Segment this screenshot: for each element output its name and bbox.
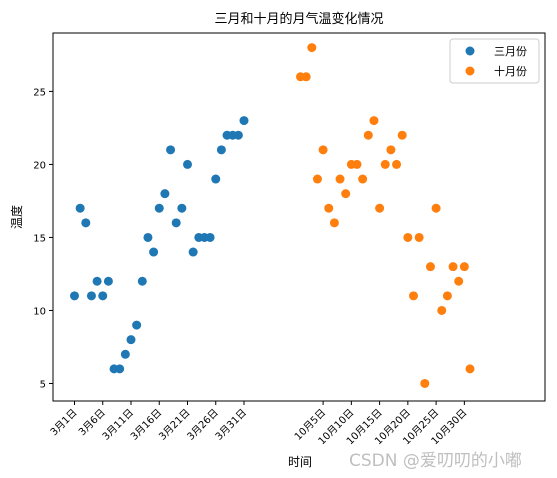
october-point	[454, 276, 464, 286]
legend: 三月份 十月份	[449, 38, 540, 84]
march-point	[149, 247, 159, 257]
october-point	[335, 174, 345, 184]
october-point	[312, 174, 322, 184]
october-point	[437, 305, 447, 315]
october-point	[414, 232, 424, 242]
legend-marker-march	[465, 46, 475, 56]
october-point	[318, 145, 328, 155]
plot-frame	[52, 32, 546, 402]
chart-title: 三月和十月的月气温变化情况	[214, 11, 383, 27]
y-tick-label: 25	[33, 87, 46, 98]
watermark-text: CSDN @爱叨叨的小嘟	[349, 451, 522, 471]
october-point	[380, 159, 390, 169]
october-point	[324, 203, 334, 213]
october-point	[329, 218, 339, 228]
march-point	[154, 203, 164, 213]
legend-label-october: 十月份	[494, 64, 527, 78]
october-point	[392, 159, 402, 169]
x-axis-label: 时间	[288, 455, 312, 469]
y-tick-label: 5	[40, 379, 46, 390]
october-point	[425, 262, 435, 272]
october-point	[307, 43, 317, 53]
y-tick-label: 10	[33, 306, 46, 317]
october-point	[409, 291, 418, 301]
march-point	[188, 247, 198, 257]
october-point	[375, 203, 385, 213]
data-points	[70, 43, 475, 388]
march-point	[103, 276, 113, 286]
legend-marker-october	[465, 66, 475, 76]
march-point	[233, 130, 243, 140]
march-point	[98, 291, 108, 301]
october-point	[341, 189, 351, 199]
october-point	[420, 378, 430, 388]
march-point	[75, 203, 85, 213]
october-point	[459, 262, 469, 272]
y-tick-label: 15	[33, 233, 46, 244]
y-tick-label: 20	[33, 160, 46, 171]
march-point	[126, 335, 136, 345]
march-point	[115, 364, 125, 374]
x-tick-label: 3月31日	[213, 407, 249, 443]
october-point	[352, 159, 362, 169]
october-point	[301, 72, 311, 82]
march-point	[171, 218, 181, 228]
october-point	[363, 130, 373, 140]
march-point	[86, 291, 96, 301]
march-point	[120, 349, 130, 359]
october-point	[431, 203, 441, 213]
march-point	[92, 276, 102, 286]
october-point	[369, 116, 379, 126]
march-point	[81, 218, 91, 228]
october-point	[386, 145, 396, 155]
march-point	[132, 320, 142, 330]
march-point	[177, 203, 187, 213]
march-point	[166, 145, 176, 155]
march-point	[70, 291, 79, 301]
march-point	[239, 116, 249, 126]
march-point	[160, 189, 170, 199]
march-point	[183, 159, 192, 169]
march-point	[216, 145, 226, 155]
october-point	[465, 364, 475, 374]
x-tick-label: 3月1日	[48, 407, 80, 439]
october-point	[448, 262, 458, 272]
march-point	[137, 276, 147, 286]
y-axis: 5 10 15 20 25	[33, 87, 53, 390]
march-point	[211, 174, 221, 184]
legend-label-march: 三月份	[494, 45, 527, 58]
march-point	[143, 232, 153, 242]
october-point	[358, 174, 368, 184]
october-point	[397, 130, 407, 140]
october-point	[442, 291, 452, 301]
october-point	[403, 232, 413, 242]
march-point	[205, 232, 215, 242]
y-axis-label: 温度	[9, 205, 24, 229]
